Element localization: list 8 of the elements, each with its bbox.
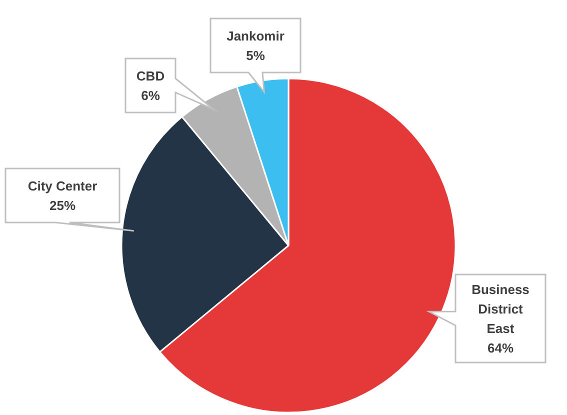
data-label: 64% bbox=[487, 340, 514, 356]
data-label: 5% bbox=[246, 48, 266, 63]
data-label: 6% bbox=[141, 88, 160, 103]
slice-label: Jankomir bbox=[226, 28, 284, 44]
data-label: 25% bbox=[49, 198, 76, 213]
slice-label: Business District East bbox=[472, 282, 530, 336]
slice-label: City Center bbox=[28, 178, 98, 194]
slice-label: CBD bbox=[136, 68, 165, 84]
